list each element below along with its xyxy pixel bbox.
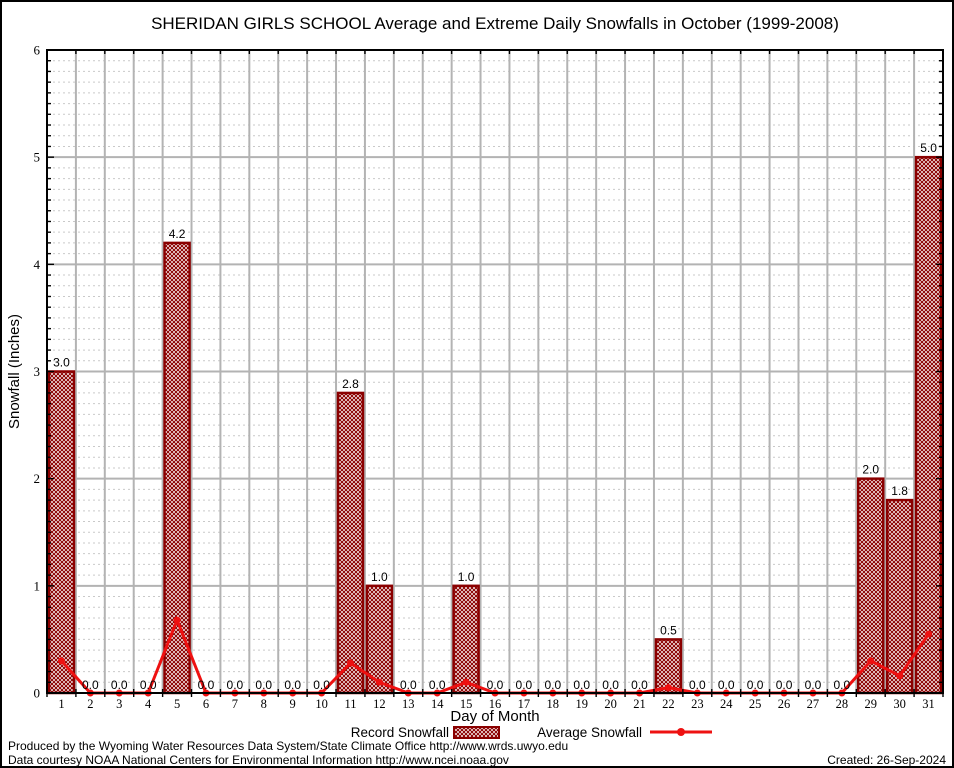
bar-value-label: 0.0	[255, 678, 272, 692]
x-tick-label: 13	[402, 697, 415, 711]
bar-value-label: 0.0	[718, 678, 735, 692]
x-tick-label: 27	[807, 697, 820, 711]
x-tick-label: 7	[232, 697, 238, 711]
average-snowfall-point	[867, 657, 875, 665]
chart-title: SHERIDAN GIRLS SCHOOL Average and Extrem…	[151, 14, 839, 33]
y-tick-label: 5	[34, 150, 41, 165]
x-tick-label: 2	[87, 697, 93, 711]
bar-value-label: 0.0	[313, 678, 330, 692]
bar-value-label: 0.5	[660, 623, 677, 637]
record-snowfall-bar	[654, 638, 683, 695]
bar-value-label: 0.0	[284, 678, 301, 692]
x-tick-label: 3	[116, 697, 122, 711]
x-tick-label: 18	[547, 697, 560, 711]
x-tick-label: 25	[749, 697, 762, 711]
bar-value-label: 0.0	[544, 678, 561, 692]
bar-value-label: 1.0	[371, 570, 388, 584]
x-tick-label: 17	[518, 697, 531, 711]
average-snowfall-point	[462, 678, 470, 686]
bar-value-label: 5.0	[920, 141, 937, 155]
bar-value-label: 0.0	[227, 678, 244, 692]
bar-value-label: 0.0	[487, 678, 504, 692]
x-tick-label: 28	[836, 697, 849, 711]
bar-value-label: 0.0	[82, 678, 99, 692]
x-tick-label: 12	[373, 697, 386, 711]
record-snowfall-bar	[163, 241, 191, 695]
record-snowfall-bar	[914, 155, 943, 695]
average-snowfall-point	[896, 672, 904, 680]
footer-created-date: Created: 26-Sep-2024	[827, 753, 946, 767]
x-tick-label: 5	[174, 697, 180, 711]
bar-value-label: 0.0	[573, 678, 590, 692]
x-tick-label: 30	[893, 697, 906, 711]
x-tick-label: 31	[922, 697, 935, 711]
x-tick-label: 4	[145, 697, 152, 711]
x-tick-label: 6	[203, 697, 209, 711]
average-snowfall-point	[57, 657, 65, 665]
bar-value-label: 0.0	[429, 678, 446, 692]
x-tick-label: 24	[720, 697, 733, 711]
bar-value-label: 0.0	[516, 678, 533, 692]
bar-value-label: 0.0	[631, 678, 648, 692]
bar-value-label: 0.0	[833, 678, 850, 692]
bar-value-label: 2.0	[862, 463, 879, 477]
footer-data-courtesy: Data courtesy NOAA National Centers for …	[8, 753, 509, 767]
x-tick-label: 29	[864, 697, 877, 711]
record-snowfall-bar	[452, 584, 480, 695]
average-snowfall-point	[173, 616, 181, 624]
x-tick-label: 10	[315, 697, 328, 711]
bar-value-label: 4.2	[169, 227, 186, 241]
x-tick-label: 14	[431, 697, 444, 711]
bar-value-label: 2.8	[342, 377, 359, 391]
x-tick-label: 1	[58, 697, 64, 711]
bar-value-label: 1.8	[891, 484, 908, 498]
x-tick-label: 23	[691, 697, 704, 711]
average-snowfall-point	[664, 684, 672, 692]
legend-average-marker	[677, 728, 685, 736]
y-tick-label: 6	[34, 43, 41, 58]
bar-value-label: 0.0	[805, 678, 822, 692]
y-axis-title: Snowfall (Inches)	[6, 314, 23, 429]
x-tick-label: 19	[575, 697, 588, 711]
y-tick-label: 4	[34, 257, 41, 272]
average-snowfall-point	[925, 630, 933, 638]
y-tick-label: 0	[34, 686, 41, 701]
y-tick-label: 2	[34, 471, 41, 486]
average-snowfall-point	[346, 659, 354, 667]
x-tick-label: 11	[344, 697, 356, 711]
x-tick-label: 20	[604, 697, 617, 711]
bar-value-label: 0.0	[140, 678, 157, 692]
average-snowfall-point	[375, 678, 383, 686]
x-tick-label: 21	[633, 697, 646, 711]
x-tick-label: 8	[261, 697, 267, 711]
record-snowfall-bar	[47, 370, 76, 695]
x-axis-title: Day of Month	[450, 708, 539, 725]
x-tick-label: 26	[778, 697, 791, 711]
y-tick-label: 3	[34, 364, 41, 379]
bar-value-label: 0.0	[602, 678, 619, 692]
bar-value-label: 0.0	[689, 678, 706, 692]
bar-value-label: 0.0	[776, 678, 793, 692]
legend-record-label: Record Snowfall	[351, 725, 449, 740]
y-tick-label: 1	[34, 578, 41, 593]
footer-produced-by: Produced by the Wyoming Water Resources …	[8, 739, 569, 753]
x-tick-label: 16	[489, 697, 502, 711]
bar-value-label: 0.0	[747, 678, 764, 692]
bar-value-label: 0.0	[198, 678, 215, 692]
x-tick-label: 15	[460, 697, 473, 711]
legend-average-label: Average Snowfall	[537, 725, 642, 740]
bar-value-label: 1.0	[458, 570, 475, 584]
legend-record-swatch	[453, 726, 500, 739]
bar-value-label: 0.0	[400, 678, 417, 692]
record-snowfall-bar	[336, 391, 365, 695]
x-tick-label: 9	[290, 697, 296, 711]
x-tick-label: 22	[662, 697, 675, 711]
bar-value-label: 0.0	[111, 678, 128, 692]
bar-value-label: 3.0	[53, 356, 70, 370]
